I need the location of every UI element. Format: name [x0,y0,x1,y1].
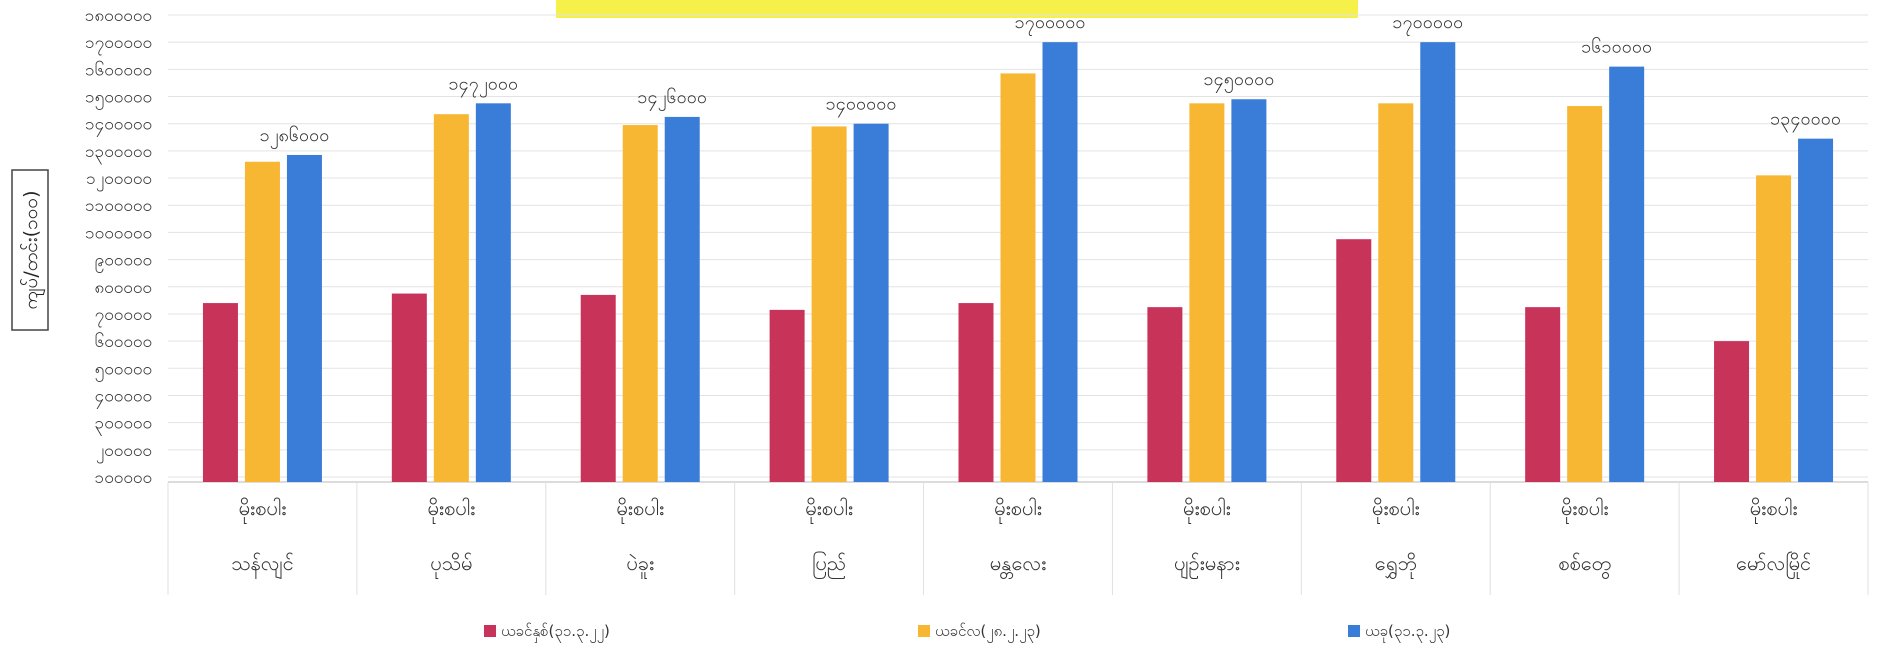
legend-label: ယခင်နှစ်(၃၁.၃.၂၂) [501,622,610,643]
bar-series-3 [1609,66,1645,483]
y-tick-label: ၁၈၀၀၀၀၀ [85,6,152,26]
bar-series-1 [1714,341,1750,482]
category-label-line1: မိုးစပါး [805,496,853,524]
bars [202,42,1834,483]
bar-series-1 [1147,307,1183,482]
data-label: ၁၄၂၆၀၀၀ [637,87,707,111]
y-tick-label: ၂၀၀၀၀၀ [96,441,152,464]
data-label: ၁၆၁၀၀၀၀ [1581,37,1652,58]
bar-series-3 [1798,138,1834,482]
bar-series-1 [1525,307,1561,482]
data-label: ၁၇၀၀၀၀၀ [1015,12,1086,36]
category-label-line2: မော်လမြိုင် [1736,551,1811,579]
y-tick-label: ၁၇၀၀၀၀၀ [85,33,152,56]
y-tick-label: ၁၂၀၀၀၀၀ [86,169,152,192]
bar-series-1 [1336,239,1372,482]
y-tick-label: ၁၁၀၀၀၀၀ [85,196,152,216]
bar-series-2 [1189,103,1225,482]
bar-series-3 [1042,42,1078,482]
y-tick-label: ၃၀၀၀၀၀ [95,414,152,437]
data-label: ၁၂၈၆၀၀၀ [260,125,330,149]
data-label: ၁၄၅၀၀၀၀ [1203,69,1274,93]
category-label-line1: မိုးစပါး [616,496,664,524]
category-label-line1: မိုးစပါး [994,496,1042,524]
y-tick-label: ၁၀၀၀၀၀ [95,468,152,488]
data-label: ၁၇၀၀၀၀၀ [1392,12,1463,36]
bar-series-3 [1231,99,1267,482]
category-label-line2: စစ်တွေ [1558,551,1611,579]
bar-series-2 [1567,106,1603,483]
title-box [556,0,1358,18]
y-axis-ticks: ၁၀၀၀၀၀ ၂၀၀၀၀၀ ၃၀၀၀၀၀ ၄၀၀၀၀၀ ၅၀၀၀၀၀ ၆၀၀၀၀၀ ၇၀၀၀… [85,6,152,488]
category-label-line2: ပြည် [812,551,846,579]
bar-series-1 [769,309,805,482]
y-tick-label: ၇၀၀၀၀၀ [95,305,152,328]
y-tick-label: ၁၅၀၀၀၀၀ [85,88,152,111]
y-tick-label: ၁၆၀၀၀၀၀ [85,59,152,80]
bar-series-3 [853,123,889,483]
y-tick-label: ၁၄၀၀၀၀၀ [85,115,152,138]
y-tick-label: ၆၀၀၀၀၀ [95,331,152,352]
bar-series-2 [433,114,469,482]
category-label-line1: မိုးစပါး [1372,496,1420,524]
y-axis-label-box: ကျပ်/တင်း(၁၀၀) [11,169,49,331]
bar-series-2 [1378,103,1414,482]
category-label-line2: သန်လျင် [231,551,294,579]
category-label-line1: မိုးစပါး [239,496,287,524]
category-label-line2: ပျဉ်းမနား [1174,551,1240,579]
bar-series-1 [391,293,427,482]
y-tick-label: ၅၀၀၀၀၀ [95,359,152,382]
data-label: ၁၄၀၀၀၀၀ [826,94,897,118]
category-label-line2: ရွှေဘို [1375,551,1417,579]
y-tick-label: ၉၀၀၀၀၀ [95,251,152,274]
y-axis-label: ကျပ်/တင်း(၁၀၀) [19,191,46,310]
legend-swatch [1348,625,1360,637]
bar-series-3 [475,103,511,482]
bar-series-2 [244,161,280,483]
bar-series-3 [1420,42,1456,482]
data-label: ၁၃၄၀၀၀၀ [1770,109,1841,133]
legend-label: ယခု(၃၁.၃.၂၃) [1365,622,1450,643]
category-label-line1: မိုးစပါး [1561,496,1609,524]
bar-series-2 [811,126,847,483]
category-label-line2: ပုသိမ် [430,551,472,579]
y-tick-label: ၁၃၀၀၀၀၀ [85,142,152,165]
bar-series-3 [286,154,322,483]
category-label-line1: မိုးစပါး [427,496,475,524]
category-label-line1: မိုးစပါး [1750,496,1798,524]
category-label-line2: ပဲခူး [626,551,654,579]
y-tick-label: ၁၀၀၀၀၀၀ [85,223,152,243]
legend-label: ယခင်လ(၂၈.၂.၂၃) [935,622,1041,643]
category-label-line1: မိုးစပါး [1183,496,1231,524]
bar-series-2 [1756,175,1792,482]
bar-series-1 [958,303,994,482]
bar-series-3 [664,116,700,482]
legend: ယခင်နှစ်(၃၁.၃.၂၂) ယခင်လ(၂၈.၂.၂၃) ယခု(၃၁.၃.… [484,622,1450,643]
bar-series-2 [1000,73,1036,482]
legend-swatch [918,625,930,637]
bar-series-1 [580,294,616,482]
data-label: ၁၄၇၂၀၀၀ [449,73,519,97]
y-tick-label: ၈၀၀၀၀၀ [94,278,152,298]
category-label-line2: မန္တလေး [990,551,1046,579]
bar-series-1 [202,303,238,482]
y-tick-label: ၄၀၀၀၀၀ [95,386,152,409]
category-labels: မိုးစပါးသန်လျင် မိုးစပါးပုသိမ် မိုးစပါးပဲခ… [231,496,1811,579]
bar-series-2 [622,125,658,483]
legend-swatch [484,625,496,637]
